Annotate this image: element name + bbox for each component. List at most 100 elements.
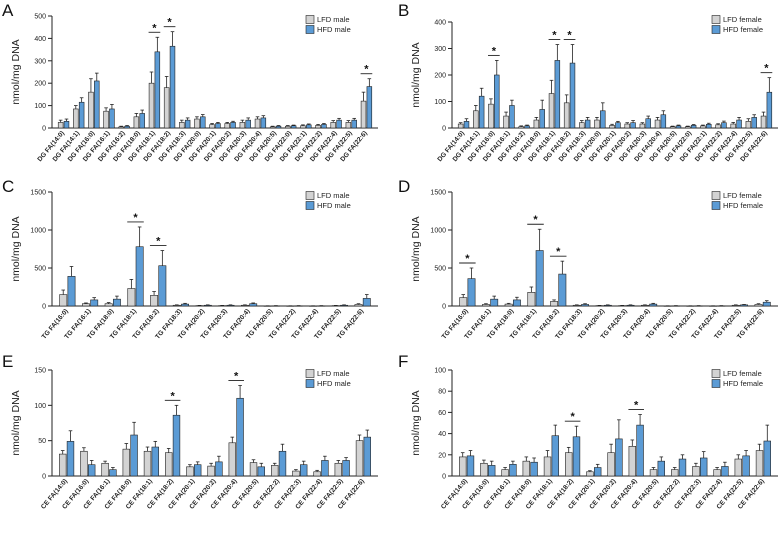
bar-hfd [245, 119, 251, 129]
bar-hfd [657, 460, 665, 477]
bar-lfd [194, 118, 200, 129]
bar-lfd [579, 122, 585, 129]
legend-label-hfd: HFD male [317, 201, 351, 210]
bar-hfd [478, 95, 485, 129]
y-tick-label: 1500 [430, 190, 446, 197]
bar-hfd [203, 304, 212, 307]
bar-lfd [163, 87, 170, 129]
bar-lfd [586, 471, 594, 477]
panel-letter: E [2, 352, 13, 371]
bar-lfd [488, 103, 494, 129]
bar-lfd [504, 303, 513, 307]
bar-hfd [512, 299, 521, 307]
bar-hfd [342, 460, 350, 477]
bar-hfd [466, 455, 475, 477]
bar-lfd [300, 125, 306, 129]
legend-swatch-hfd [305, 201, 315, 210]
bar-lfd [207, 465, 215, 477]
bar-lfd [731, 304, 740, 307]
bar-hfd [306, 124, 312, 129]
bar-lfd [624, 123, 630, 129]
legend-label-hfd: HFD female [723, 201, 763, 210]
bar-lfd [334, 462, 342, 477]
bar-lfd [292, 470, 300, 477]
bar-lfd [355, 440, 364, 477]
bar-hfd [336, 119, 342, 129]
bar-hfd [649, 303, 658, 307]
bar-lfd [228, 442, 237, 477]
bar-hfd [766, 91, 773, 129]
legend-label-lfd: LFD male [317, 15, 350, 24]
legend-swatch-hfd [305, 25, 315, 34]
bar-lfd [671, 469, 679, 477]
bar-hfd [172, 414, 181, 477]
y-tick-label: 200 [34, 81, 46, 88]
bar-hfd [626, 304, 635, 307]
y-tick-label: 0 [42, 304, 46, 311]
bar-lfd [692, 466, 700, 477]
bar-lfd [700, 125, 706, 129]
bar-lfd [360, 100, 367, 129]
bar-hfd [169, 45, 176, 129]
bar-lfd [104, 303, 113, 307]
y-tick-label: 0 [442, 126, 446, 133]
bar-lfd [594, 119, 600, 129]
bar-hfd [509, 464, 517, 477]
bar-hfd [124, 125, 130, 129]
bar-hfd [226, 304, 235, 307]
significance-star: * [156, 236, 161, 248]
panel-letter: F [398, 352, 408, 371]
y-tick-label: 0 [42, 474, 46, 481]
panel-letter: C [2, 177, 14, 196]
bar-hfd [463, 121, 470, 129]
bar-lfd [285, 125, 291, 129]
y-axis-label: nmol/mg DNA [410, 216, 422, 281]
bar-hfd [230, 122, 236, 129]
legend-label-lfd: LFD female [723, 191, 762, 200]
bar-hfd [299, 464, 308, 477]
bar-hfd [366, 86, 373, 129]
bar-lfd [271, 465, 279, 477]
y-axis-label: nmol/mg DNA [10, 216, 22, 281]
significance-star: * [634, 400, 639, 412]
y-tick-label: 500 [34, 266, 46, 273]
bar-lfd [543, 456, 552, 477]
bar-hfd [467, 278, 476, 307]
bar-hfd [535, 250, 544, 307]
significance-star: * [133, 212, 138, 224]
bar-hfd [706, 123, 712, 129]
bar-lfd [186, 466, 194, 477]
legend-label-hfd: HFD male [317, 25, 351, 34]
bar-hfd [66, 441, 75, 477]
bar-lfd [730, 123, 736, 129]
bar-hfd [487, 465, 496, 477]
bar-lfd [548, 93, 555, 129]
bar-hfd [699, 457, 708, 477]
bar-hfd [194, 464, 202, 477]
significance-star: * [567, 30, 572, 42]
bar-lfd [760, 115, 767, 129]
legend-swatch-hfd [711, 201, 721, 210]
bar-lfd [715, 124, 721, 129]
bar-hfd [740, 304, 748, 307]
bar-lfd [482, 304, 490, 307]
bar-lfd [685, 126, 691, 129]
y-tick-label: 1000 [30, 228, 46, 235]
legend-swatch-lfd [711, 369, 721, 378]
bar-lfd [459, 456, 467, 477]
bar-hfd [260, 117, 267, 129]
bar-hfd [736, 119, 742, 129]
bar-lfd [354, 304, 363, 307]
bar-lfd [80, 450, 88, 477]
bar-hfd [215, 461, 223, 477]
bar-hfd [572, 436, 581, 477]
bar-hfd [494, 74, 500, 129]
y-tick-label: 150 [34, 368, 46, 375]
bar-lfd [518, 126, 524, 129]
y-tick-label: 20 [438, 452, 446, 459]
bar-hfd [558, 273, 567, 307]
bar-lfd [101, 462, 109, 477]
bar-lfd [254, 118, 261, 129]
